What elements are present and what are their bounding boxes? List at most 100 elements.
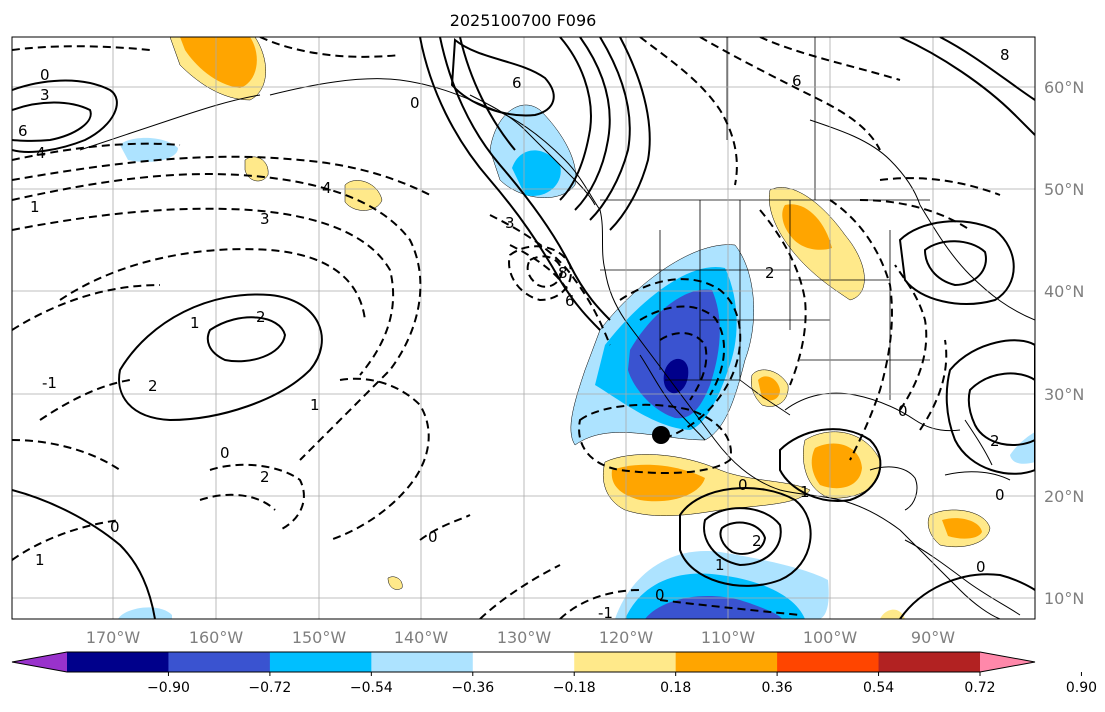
contour-dash-pac-4: [12, 284, 161, 331]
shade-positive-gulf-core: [811, 443, 862, 489]
contour-label-2: 2: [256, 308, 266, 326]
colorbar-segment: [67, 652, 169, 672]
coastline-aleutians: [79, 94, 261, 151]
contour-dash-plains-2: [829, 199, 893, 461]
contour-northwest-2: [12, 101, 92, 142]
coastline-cuba: [944, 471, 1011, 481]
contour-dash-pac-2: [12, 207, 395, 376]
contour-label-0j: 0: [410, 94, 420, 112]
contour-label-2d: 2: [752, 532, 762, 550]
shade-positive-blob-3: [387, 576, 403, 590]
colorbar-tick-label: 0.36: [762, 680, 793, 696]
colorbar-tick-label: 0.72: [964, 680, 995, 696]
contour-high-mexico: [679, 487, 812, 587]
lat-label-50n: 50°N: [1044, 180, 1084, 199]
lon-labels: 170°W 160°W 150°W 140°W 130°W 120°W 110°…: [86, 628, 955, 647]
contour-dash-sw-2: [639, 305, 726, 396]
contour-labels: 6 6 6 4 3 2 2 2 2 1 1 1 1 1 1 0 0 0 0 0 …: [18, 46, 1010, 619]
lon-label-160w: 160°W: [189, 628, 244, 647]
contour-ridge-7: [609, 37, 651, 231]
lat-label-30n: 30°N: [1044, 385, 1084, 404]
contour-dash-pac-6: [12, 155, 431, 196]
lon-label-170w: 170°W: [86, 628, 141, 647]
contour-dash-trough-2: [509, 244, 571, 296]
contour-label-3: 3: [260, 210, 270, 228]
contour-ridge-5: [574, 37, 611, 211]
colorbar-tick-label: −0.36: [451, 680, 494, 696]
colorbar-segment: [675, 652, 778, 672]
contour-label-1f: 1: [715, 556, 725, 574]
coastline-hudson: [809, 119, 921, 206]
contour-label-3b: 3: [40, 86, 50, 104]
lon-label-110w: 110°W: [701, 628, 756, 647]
location-marker: [652, 426, 670, 444]
contour-dash-east-2: [879, 177, 1001, 196]
contour-northwest-1: [12, 79, 118, 153]
contour-southeast-ring: [779, 428, 882, 502]
contour-label-0: 0: [220, 444, 230, 462]
contour-label-1d: 1: [310, 396, 320, 414]
contour-label-2f: 2: [765, 264, 775, 282]
contour-dash-south-4: [559, 589, 641, 619]
contour-label-2c: 2: [990, 432, 1000, 450]
contour-label-6: 6: [512, 74, 522, 92]
contour-dash-trough-1: [489, 214, 611, 346]
contour-dash-south-6: [479, 564, 561, 619]
contour-dash-south-1: [209, 463, 305, 531]
contour-northeast-1: [899, 37, 1035, 136]
lon-label-100w: 100°W: [803, 628, 858, 647]
contour-ridge-2: [439, 37, 611, 321]
contour-dash-pac-5: [12, 142, 181, 161]
contour-ridge-6: [589, 37, 631, 221]
contour-south-east: [899, 573, 1035, 619]
shade-positive-blob-2: [344, 180, 383, 211]
contour-label-0f: 0: [995, 486, 1005, 504]
shade-positive-blob-4: [880, 609, 905, 619]
contour-dash-pac-1: [12, 173, 422, 461]
shade-positive-caribbean-core: [942, 518, 982, 539]
contour-dash-plains-1: [759, 209, 807, 386]
contour-label-1: 1: [190, 314, 200, 332]
colorbar-segment: [371, 652, 474, 672]
contour-label-0e: 0: [898, 402, 908, 420]
lon-label-150w: 150°W: [292, 628, 347, 647]
contour-label-2e: 2: [148, 377, 158, 395]
colorbar-extend-min: [12, 652, 67, 672]
contour-label-neg1: -1: [42, 374, 57, 392]
contour-dash-mid-2: [199, 493, 276, 511]
contour-label-6d: 6: [18, 122, 28, 140]
contour-ridge-4: [559, 37, 592, 201]
colorbar-segment: [168, 652, 271, 672]
contour-high-outer: [450, 38, 555, 117]
figure-title: 2025100700 F096: [450, 11, 597, 30]
shade-negative-southwest-max: [663, 358, 689, 394]
coastline-yucatan: [869, 466, 918, 511]
contour-ridge-3: [459, 37, 516, 151]
contour-label-6c: 6: [792, 72, 802, 90]
shade-negative-east-edge: [1010, 432, 1035, 464]
contour-high-central: [118, 293, 323, 422]
colorbar-extend-max: [980, 652, 1035, 672]
contour-dash-east-3: [894, 264, 928, 411]
contour-label-0h: 0: [976, 558, 986, 576]
contour-dash-north-2: [12, 45, 151, 51]
lat-label-20n: 20°N: [1044, 487, 1084, 506]
contour-label-0b: 0: [110, 518, 120, 536]
contour-west-0: [12, 489, 156, 619]
contour-label-0i: 0: [40, 66, 50, 84]
lat-label-60n: 60°N: [1044, 78, 1084, 97]
coastline-florida: [964, 419, 993, 466]
colorbar-tick-label: 0.18: [660, 680, 691, 696]
contour-northeast-2: [939, 37, 1035, 101]
lat-label-40n: 40°N: [1044, 282, 1084, 301]
contour-label-0d: 0: [738, 476, 748, 494]
coastline-baja: [639, 354, 706, 441]
border-us-mexico: [665, 379, 791, 416]
colorbar: −0.90 −0.72 −0.54 −0.36 −0.18 0.18 0.36 0.54 0.7…: [11, 651, 1097, 696]
coastline-north-america: [269, 78, 1001, 619]
contours-solid: [12, 37, 1035, 619]
colorbar-outline: [11, 651, 1036, 673]
contour-high-southeast-inner: [967, 372, 1035, 446]
